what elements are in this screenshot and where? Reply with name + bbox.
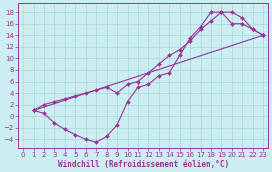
X-axis label: Windchill (Refroidissement éolien,°C): Windchill (Refroidissement éolien,°C) <box>58 159 229 169</box>
